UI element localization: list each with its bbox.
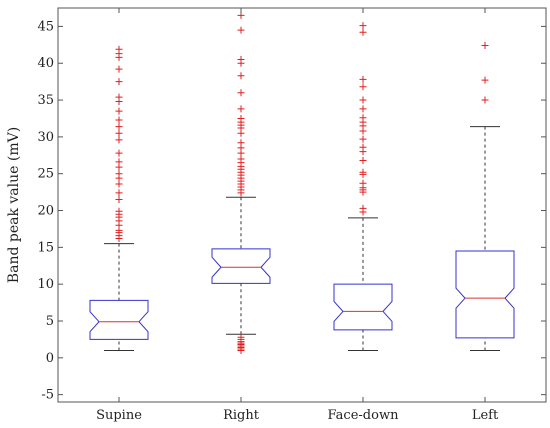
outlier-point bbox=[359, 168, 367, 176]
x-tick-label: Left bbox=[472, 408, 499, 423]
outlier-point bbox=[115, 207, 123, 215]
outlier-point bbox=[237, 155, 245, 163]
outlier-point bbox=[481, 96, 489, 104]
outlier-point bbox=[359, 114, 367, 122]
outlier-point bbox=[359, 83, 367, 91]
y-tick-label: 30 bbox=[37, 130, 54, 145]
outlier-point bbox=[359, 105, 367, 113]
x-tick-label: Supine bbox=[96, 408, 142, 423]
outlier-point bbox=[237, 11, 245, 19]
notched-box bbox=[333, 283, 393, 331]
plot-frame bbox=[57, 7, 547, 403]
outlier-point bbox=[115, 93, 123, 101]
outlier-point bbox=[237, 56, 245, 64]
box-left bbox=[455, 42, 515, 351]
outlier-point bbox=[115, 158, 123, 166]
y-tick-label: 5 bbox=[46, 314, 54, 329]
outlier-point bbox=[115, 189, 123, 197]
outlier-point bbox=[115, 107, 123, 115]
y-tick-label: 20 bbox=[37, 204, 54, 219]
box-face-down bbox=[333, 22, 393, 351]
outlier-point bbox=[359, 96, 367, 104]
y-tick-label: 40 bbox=[37, 56, 54, 71]
y-tick-label: 45 bbox=[37, 19, 54, 34]
outlier-point bbox=[481, 42, 489, 50]
outlier-point bbox=[359, 143, 367, 151]
x-tick-label: Right bbox=[223, 408, 260, 423]
box-supine bbox=[89, 45, 149, 351]
y-tick-label: 15 bbox=[37, 240, 54, 255]
outlier-point bbox=[481, 76, 489, 84]
outlier-point bbox=[115, 180, 123, 188]
outlier-point bbox=[115, 65, 123, 73]
outlier-point bbox=[237, 333, 245, 341]
outlier-point bbox=[237, 89, 245, 97]
y-tick-label: 10 bbox=[37, 277, 54, 292]
outlier-point bbox=[359, 156, 367, 164]
outlier-point bbox=[359, 179, 367, 187]
y-axis-label: Band peak value (mV) bbox=[6, 127, 22, 283]
y-tick-label: 35 bbox=[37, 93, 54, 108]
x-tick-labels: Supine Right Face-down Left bbox=[96, 8, 499, 423]
outlier-point bbox=[359, 28, 367, 36]
box-right bbox=[211, 11, 271, 354]
outlier-point bbox=[115, 170, 123, 178]
outlier-point bbox=[115, 78, 123, 86]
outlier-point bbox=[237, 114, 245, 122]
outlier-point bbox=[359, 75, 367, 83]
outlier-point bbox=[115, 149, 123, 157]
outlier-point bbox=[237, 26, 245, 34]
outlier-point bbox=[115, 45, 123, 53]
outlier-point bbox=[359, 22, 367, 30]
notched-box bbox=[211, 248, 271, 284]
y-tick-label: -5 bbox=[41, 388, 54, 403]
y-ticks: -5 0 5 10 15 20 25 30 35 40 45 bbox=[37, 19, 546, 403]
box-series bbox=[89, 11, 515, 354]
outlier-point bbox=[115, 195, 123, 203]
outlier-point bbox=[237, 139, 245, 147]
outlier-point bbox=[115, 116, 123, 124]
notched-box bbox=[89, 299, 149, 340]
x-tick-label: Face-down bbox=[328, 408, 400, 423]
outlier-point bbox=[237, 105, 245, 113]
outlier-point bbox=[359, 135, 367, 143]
y-tick-label: 25 bbox=[37, 167, 54, 182]
notched-box bbox=[455, 250, 515, 339]
y-tick-label: 0 bbox=[46, 351, 54, 366]
outlier-point bbox=[115, 123, 123, 131]
outlier-point bbox=[115, 129, 123, 137]
outlier-point bbox=[359, 204, 367, 212]
outlier-point bbox=[237, 72, 245, 80]
outlier-point bbox=[115, 136, 123, 144]
